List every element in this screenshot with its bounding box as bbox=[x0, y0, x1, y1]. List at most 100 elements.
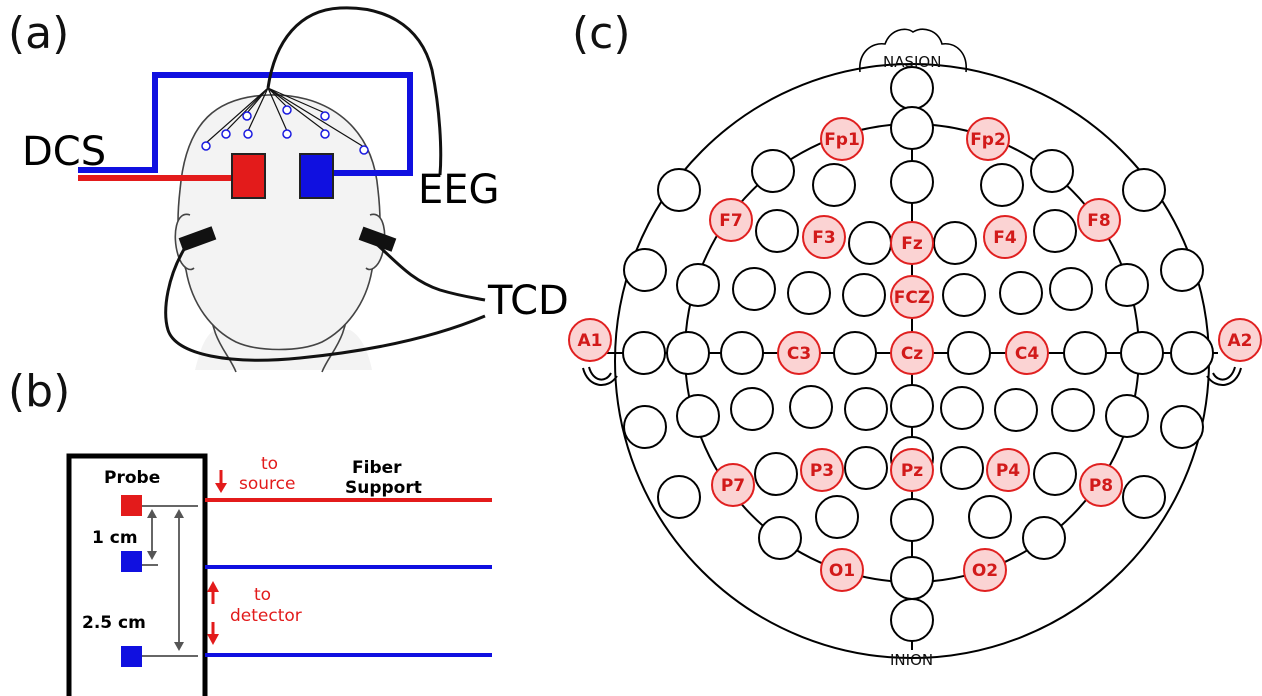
electrode-42 bbox=[789, 385, 833, 429]
panel-c: (c) Fp1 Fp2 F7 F3 Fz F4 F8 FCZ A1 C3 Cz C4 A2 P7 P3 Pz P… bbox=[568, 8, 1262, 669]
electrode-p8 bbox=[1079, 463, 1123, 507]
electrode-label-f8: F8 bbox=[1087, 211, 1110, 231]
electrode-label-fp2: Fp2 bbox=[970, 130, 1006, 150]
dcs-fibers bbox=[78, 72, 413, 199]
to-detector-line2: detector bbox=[230, 606, 302, 626]
plain-electrodes bbox=[622, 66, 1214, 642]
dcs-label: DCS bbox=[22, 129, 106, 175]
electrode-48 bbox=[844, 446, 888, 490]
nose-bump bbox=[859, 28, 967, 73]
electrode-7 bbox=[890, 556, 934, 600]
electrode-f7 bbox=[709, 198, 753, 242]
tcd-probe-left bbox=[178, 226, 217, 252]
electrode-label-p4: P4 bbox=[996, 461, 1020, 481]
electrode-20 bbox=[1160, 248, 1204, 292]
electrode-47 bbox=[754, 452, 798, 496]
electrode-33 bbox=[947, 331, 991, 375]
electrode-43 bbox=[844, 387, 888, 431]
fiber-support-line2: Support bbox=[345, 478, 422, 498]
electrode-label-a1: A1 bbox=[578, 331, 603, 351]
electrode-f8 bbox=[1077, 198, 1121, 242]
eeg-wiring bbox=[201, 6, 443, 176]
panel-a: (a) bbox=[8, 6, 569, 373]
electrode-9 bbox=[751, 149, 795, 193]
electrode-4 bbox=[890, 384, 934, 428]
electrode-label-cz: Cz bbox=[901, 344, 923, 364]
panel-c-letter: (c) bbox=[572, 8, 631, 59]
electrode-44 bbox=[940, 386, 984, 430]
electrode-21 bbox=[676, 263, 720, 307]
electrode-39 bbox=[676, 394, 720, 438]
electrode-52 bbox=[1122, 475, 1166, 519]
electrode-51 bbox=[657, 475, 701, 519]
electrode-46 bbox=[1051, 388, 1095, 432]
tcd-probe-right bbox=[358, 226, 397, 252]
electrode-34 bbox=[1063, 331, 1107, 375]
electrode-a1 bbox=[568, 318, 612, 362]
electrode-label-fz: Fz bbox=[901, 234, 923, 254]
electrode-14 bbox=[1122, 168, 1166, 212]
distance-1cm-label: 1 cm bbox=[92, 528, 138, 548]
electrode-p3 bbox=[800, 448, 844, 492]
to-source-line2: source bbox=[239, 474, 295, 494]
electrode-2 bbox=[890, 106, 934, 150]
dcs-detector-probe bbox=[299, 153, 334, 199]
electrode-fz bbox=[890, 221, 934, 265]
to-detector-line1: to bbox=[254, 585, 271, 605]
electrode-label-pz: Pz bbox=[901, 461, 923, 481]
electrode-label-o2: O2 bbox=[972, 561, 998, 581]
electrode-label-fp1: Fp1 bbox=[824, 130, 860, 150]
electrode-p7 bbox=[711, 463, 755, 507]
electrode-19 bbox=[623, 248, 667, 292]
electrode-25 bbox=[842, 273, 886, 317]
electrode-f4 bbox=[983, 215, 1027, 259]
electrode-6 bbox=[890, 498, 934, 542]
electrode-29 bbox=[622, 331, 666, 375]
ears bbox=[582, 366, 1242, 386]
electrode-fcz bbox=[890, 275, 934, 319]
eeg-label: EEG bbox=[418, 167, 500, 213]
electrode-16 bbox=[848, 221, 892, 265]
electrode-55 bbox=[758, 516, 802, 560]
electrode-c3 bbox=[777, 331, 821, 375]
probe-label: Probe bbox=[104, 468, 160, 488]
electrode-o2 bbox=[963, 548, 1007, 592]
electrode-28 bbox=[1049, 267, 1093, 311]
electrode-27 bbox=[999, 271, 1043, 315]
electrode-32 bbox=[833, 331, 877, 375]
distance-markers bbox=[142, 505, 198, 657]
electrode-30 bbox=[666, 331, 710, 375]
electrode-35 bbox=[1120, 331, 1164, 375]
electrode-53 bbox=[815, 495, 859, 539]
electrode-a2 bbox=[1218, 318, 1262, 362]
electrode-fp1 bbox=[820, 117, 864, 161]
inion-label: INION bbox=[890, 651, 933, 669]
electrode-label-f3: F3 bbox=[812, 228, 835, 248]
electrode-p4 bbox=[986, 448, 1030, 492]
electrode-label-fcz: FCZ bbox=[894, 288, 930, 308]
electrode-38 bbox=[1160, 405, 1204, 449]
electrode-45 bbox=[994, 388, 1038, 432]
electrode-11 bbox=[812, 163, 856, 207]
red-arrows bbox=[207, 470, 227, 645]
electrode-24 bbox=[787, 271, 831, 315]
electrode-cz bbox=[890, 331, 934, 375]
electrode-12 bbox=[980, 163, 1024, 207]
source-fiber-tip bbox=[121, 495, 142, 516]
electrode-label-o1: O1 bbox=[829, 561, 855, 581]
electrode-15 bbox=[755, 209, 799, 253]
electrode-label-f7: F7 bbox=[719, 211, 742, 231]
panel-b: (b) Probe 1 cm 2.5 cm bbox=[8, 366, 492, 696]
probe-housing bbox=[66, 453, 208, 696]
nasion-label: NASION bbox=[883, 53, 941, 71]
electrode-o1 bbox=[820, 548, 864, 592]
dcs-source-probe bbox=[231, 153, 266, 199]
electrode-label-f4: F4 bbox=[993, 228, 1017, 248]
electrode-23 bbox=[732, 267, 776, 311]
electrode-13 bbox=[657, 168, 701, 212]
electrode-1 bbox=[890, 66, 934, 110]
detector-fiber-tip-near bbox=[121, 551, 142, 572]
tcd-label: TCD bbox=[487, 278, 569, 324]
electrode-31 bbox=[720, 331, 764, 375]
